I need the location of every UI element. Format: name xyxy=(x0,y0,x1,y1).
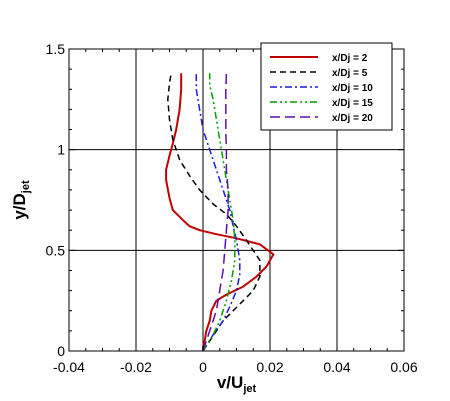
series-line-4 xyxy=(202,73,236,352)
y-axis-label: y/Djet xyxy=(10,180,32,220)
axis-ticks: -0.04 -0.02 0 0.02 0.04 0.06 0 0.5 1 1.5 xyxy=(46,41,418,375)
x-tick-label: 0 xyxy=(199,359,207,375)
legend-label-1: x/Dj = 2 xyxy=(332,53,368,64)
series-lines xyxy=(165,73,275,352)
x-axis-label: v/Ujet xyxy=(217,373,257,395)
x-tick-label: -0.04 xyxy=(53,359,85,375)
y-tick-label: 0 xyxy=(57,343,65,359)
x-tick-label: 0.06 xyxy=(390,359,417,375)
y-tick-label: 0.5 xyxy=(46,242,66,258)
x-tick-label: 0.02 xyxy=(256,359,283,375)
y-tick-label: 1.5 xyxy=(46,41,66,57)
series-line-3 xyxy=(195,73,241,352)
y-tick-label: 1 xyxy=(57,142,65,158)
legend: x/Dj = 2 x/Dj = 5 x/Dj = 10 x/Dj = 15 x/Dj =… xyxy=(260,42,393,131)
x-tick-label: -0.02 xyxy=(120,359,152,375)
legend-label-2: x/Dj = 5 xyxy=(332,68,368,79)
legend-label-3: x/Dj = 10 xyxy=(332,83,373,94)
series-line-5 xyxy=(202,73,229,352)
x-tick-label: 0.04 xyxy=(323,359,350,375)
series-line-1 xyxy=(165,73,275,351)
legend-label-5: x/Dj = 20 xyxy=(332,113,373,124)
series-line-2 xyxy=(167,73,261,352)
legend-label-4: x/Dj = 15 xyxy=(332,98,373,109)
